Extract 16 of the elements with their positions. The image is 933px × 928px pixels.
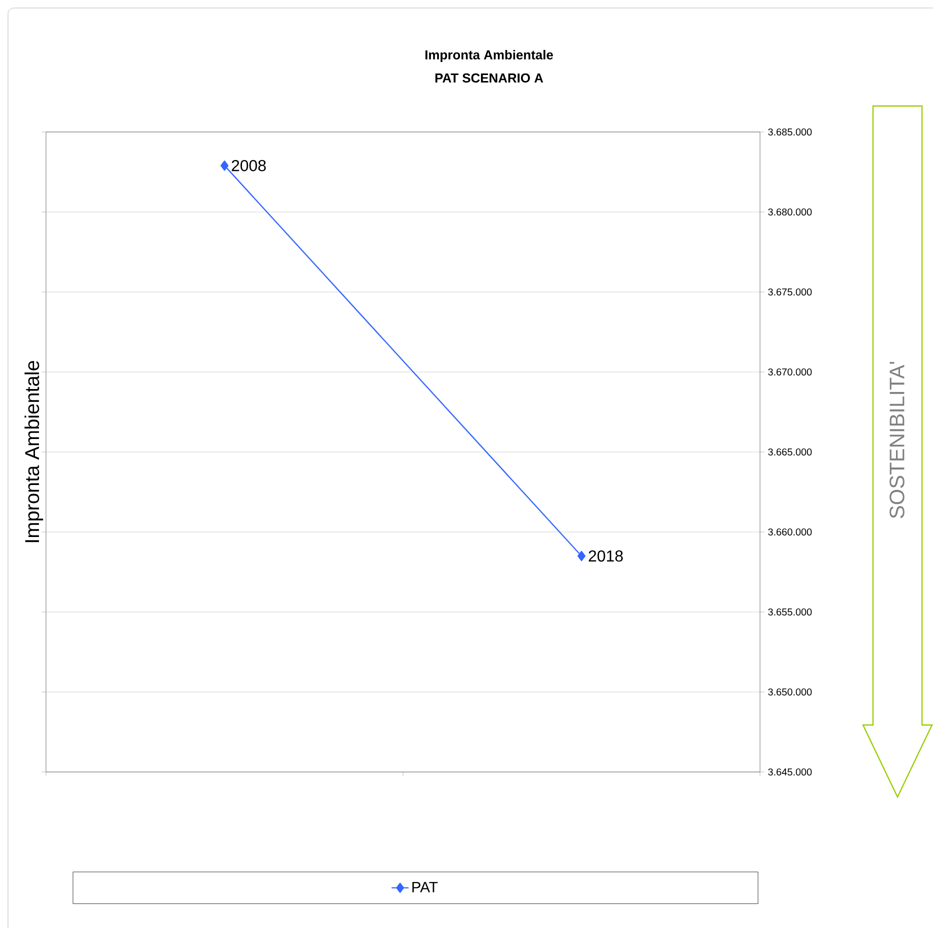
x-tick-label: 2008 xyxy=(232,160,266,172)
y-tick-label: 3.650.000 xyxy=(768,688,812,696)
y-tick-label: 3.685.000 xyxy=(768,128,812,136)
chart-title: Impronta Ambientale xyxy=(425,50,553,62)
y-tick-label: 3.655.000 xyxy=(768,608,812,616)
legend-label: PAT xyxy=(412,882,438,892)
y-tick-label: 3.680.000 xyxy=(768,208,812,216)
x-tick-label: 2018 xyxy=(588,550,623,562)
y-tick-label: 3.645.000 xyxy=(768,768,812,776)
chart-subtitle: PAT SCENARIO A xyxy=(435,73,544,83)
y-tick-label: 3.670.000 xyxy=(768,368,812,376)
y-tick-label: 3.660.000 xyxy=(768,528,812,536)
text: SOSTENIBILITA' xyxy=(890,362,904,518)
y-tick-label: 3.665.000 xyxy=(768,448,812,456)
y-tick-label: 3.675.000 xyxy=(768,288,812,296)
y-axis-title: Impronta Ambientale xyxy=(24,360,44,542)
